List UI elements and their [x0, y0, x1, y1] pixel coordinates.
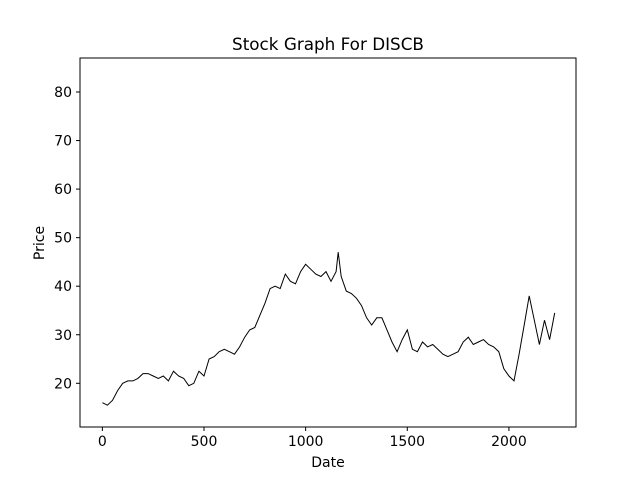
y-tick-label: 70 — [54, 134, 72, 150]
x-tick-label: 2000 — [491, 434, 527, 450]
price-series-line — [102, 252, 556, 406]
y-tick-label: 50 — [54, 231, 72, 247]
y-tick-label: 80 — [54, 85, 72, 101]
x-axis-label: Date — [311, 455, 344, 471]
y-tick-label: 20 — [54, 376, 72, 392]
x-tick-label: 0 — [98, 434, 107, 450]
y-axis: 20 30 40 50 60 70 80 — [54, 85, 80, 392]
plot-area — [102, 252, 556, 406]
y-axis-label: Price — [32, 226, 48, 260]
y-tick-label: 40 — [54, 279, 72, 295]
x-tick-label: 1000 — [288, 434, 324, 450]
chart-title: Stock Graph For DISCB — [232, 34, 424, 54]
y-tick-label: 60 — [54, 182, 72, 198]
x-tick-label: 1500 — [389, 434, 425, 450]
x-tick-label: 500 — [191, 434, 218, 450]
y-tick-label: 30 — [54, 328, 72, 344]
plot-frame — [79, 57, 577, 428]
x-axis: 0 500 1000 1500 2000 — [98, 427, 527, 450]
